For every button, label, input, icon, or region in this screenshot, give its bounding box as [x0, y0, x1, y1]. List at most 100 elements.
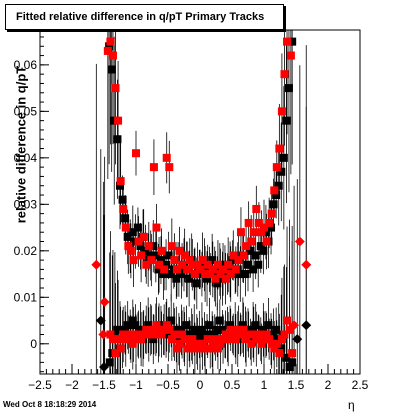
data-point [126, 335, 135, 344]
data-point [132, 335, 140, 344]
data-point [265, 335, 274, 344]
data-point [197, 325, 206, 334]
data-point [213, 344, 222, 353]
data-point [272, 325, 281, 334]
data-point [144, 330, 153, 339]
data-point [170, 256, 179, 265]
axes: −2.5 −2 −1.5 −1 −0.5 0 0.5 1 1.5 2 2.5 0 0.01 0.02 0.0… [14, 36, 369, 392]
data-point [152, 223, 161, 232]
data-point [301, 320, 312, 331]
data-point [185, 256, 194, 265]
data-point [252, 204, 261, 213]
data-point [203, 260, 212, 269]
data-point [139, 232, 148, 241]
data-point [231, 335, 240, 344]
data-point [172, 344, 181, 353]
data-point [124, 330, 133, 339]
x-axis-label: η [348, 398, 355, 412]
data-point [147, 325, 156, 334]
data-point [116, 177, 125, 186]
data-point [136, 242, 145, 251]
data-point [162, 260, 171, 269]
data-point [180, 335, 189, 344]
data-point [114, 335, 123, 344]
data-point [234, 325, 243, 334]
data-point [201, 270, 210, 279]
data-point [105, 42, 114, 51]
y-axis-label: relative difference in q/pT [13, 65, 29, 224]
data-point [249, 228, 258, 237]
data-point [277, 335, 286, 344]
chart-title-box: Fitted relative difference in q/pT Prima… [5, 4, 284, 30]
data-point [198, 256, 207, 265]
data-point [280, 70, 289, 79]
data-point [208, 265, 217, 274]
data-point [113, 325, 122, 334]
data-point [129, 256, 138, 265]
data-point [144, 321, 153, 330]
data-point [149, 242, 158, 251]
data-point [262, 330, 271, 339]
data-point [172, 274, 181, 283]
data-point [294, 236, 305, 247]
data-point [131, 321, 140, 330]
data-point [285, 325, 294, 334]
data-point [272, 191, 281, 200]
data-point [289, 320, 300, 331]
data-point [160, 325, 169, 334]
data-point [185, 339, 194, 348]
data-point [121, 214, 130, 223]
data-point [208, 256, 217, 265]
data-point [288, 349, 297, 358]
data-point [160, 265, 169, 274]
data-point [267, 209, 276, 218]
data-point [156, 256, 165, 265]
data-point [134, 237, 143, 246]
data-point [123, 232, 132, 241]
data-point [242, 335, 251, 344]
data-point [167, 270, 176, 279]
data-point [270, 344, 279, 353]
data-point [118, 195, 127, 204]
data-point [239, 325, 248, 334]
data-point [149, 335, 158, 344]
data-point [142, 260, 151, 269]
data-point [159, 270, 168, 279]
data-point [244, 330, 253, 339]
data-point [193, 260, 202, 269]
data-point [228, 256, 237, 265]
data-point [106, 37, 115, 46]
data-point [241, 270, 250, 279]
data-point [175, 339, 184, 348]
data-point [128, 339, 137, 348]
data-point [149, 163, 158, 172]
y-tick-label: 0.03 [14, 197, 38, 211]
data-point [301, 259, 312, 270]
data-point [172, 265, 181, 274]
data-point [249, 265, 258, 274]
data-point [185, 274, 194, 283]
data-point [229, 251, 238, 260]
data-point [257, 228, 266, 237]
data-point [165, 163, 174, 172]
data-point [110, 330, 119, 339]
data-point [190, 270, 199, 279]
data-point [226, 325, 235, 334]
data-point [269, 200, 278, 209]
data-point [105, 358, 114, 367]
data-point [288, 358, 297, 367]
data-point [254, 260, 263, 269]
data-point [267, 339, 276, 348]
data-point [285, 363, 294, 372]
data-point [219, 335, 228, 344]
data-point [236, 270, 245, 279]
data-point [121, 223, 130, 232]
data-point [141, 246, 150, 255]
data-point [190, 344, 199, 353]
data-point [259, 325, 268, 334]
data-point [244, 325, 252, 334]
data-point [167, 316, 176, 325]
data-point [279, 153, 288, 162]
data-point [267, 223, 276, 232]
